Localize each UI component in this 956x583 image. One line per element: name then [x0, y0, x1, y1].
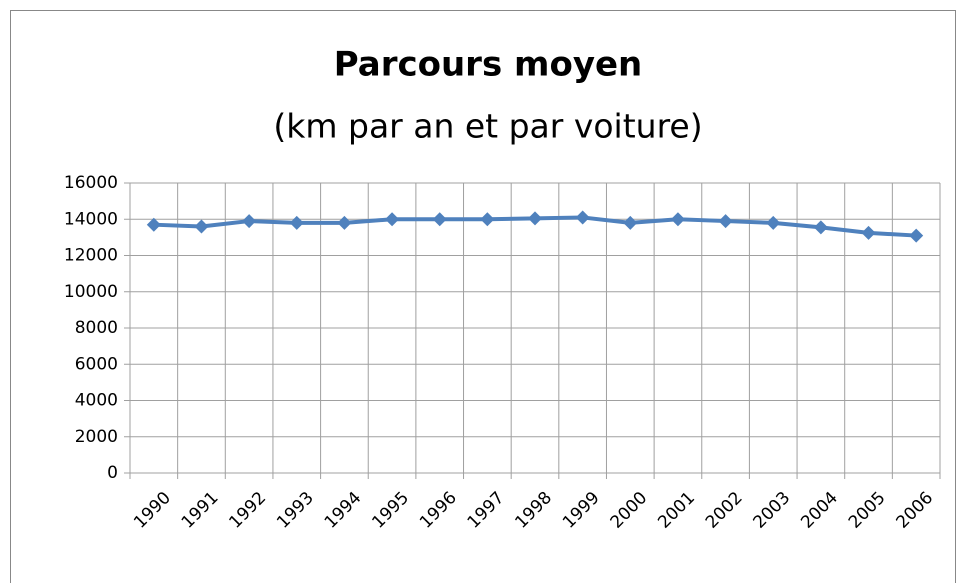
data-point — [337, 215, 352, 230]
data-point — [670, 212, 685, 227]
y-tick-label: 2000 — [75, 427, 118, 447]
chart-subtitle: (km par an et par voiture) — [273, 107, 702, 146]
data-point — [242, 214, 257, 229]
y-tick-label: 16000 — [64, 173, 118, 193]
data-point — [909, 228, 924, 243]
y-tick-label: 4000 — [75, 391, 118, 411]
y-tick-label: 6000 — [75, 354, 118, 374]
y-tick-label: 0 — [107, 463, 118, 483]
data-point — [146, 217, 161, 232]
chart-title: Parcours moyen — [334, 45, 643, 85]
data-point — [385, 212, 400, 227]
y-tick-label: 14000 — [64, 209, 118, 229]
data-point — [289, 215, 304, 230]
data-point — [480, 212, 495, 227]
y-tick-label: 8000 — [75, 318, 118, 338]
data-point — [432, 212, 447, 227]
data-point — [528, 211, 542, 226]
data-point — [623, 215, 638, 230]
data-point — [718, 214, 733, 229]
data-point — [766, 215, 781, 230]
chart-frame — [10, 10, 956, 583]
y-tick-label: 12000 — [64, 246, 118, 266]
data-point — [861, 225, 876, 240]
y-tick-label: 10000 — [64, 282, 118, 302]
data-point — [194, 219, 209, 234]
data-point — [575, 210, 590, 225]
data-point — [813, 220, 828, 235]
